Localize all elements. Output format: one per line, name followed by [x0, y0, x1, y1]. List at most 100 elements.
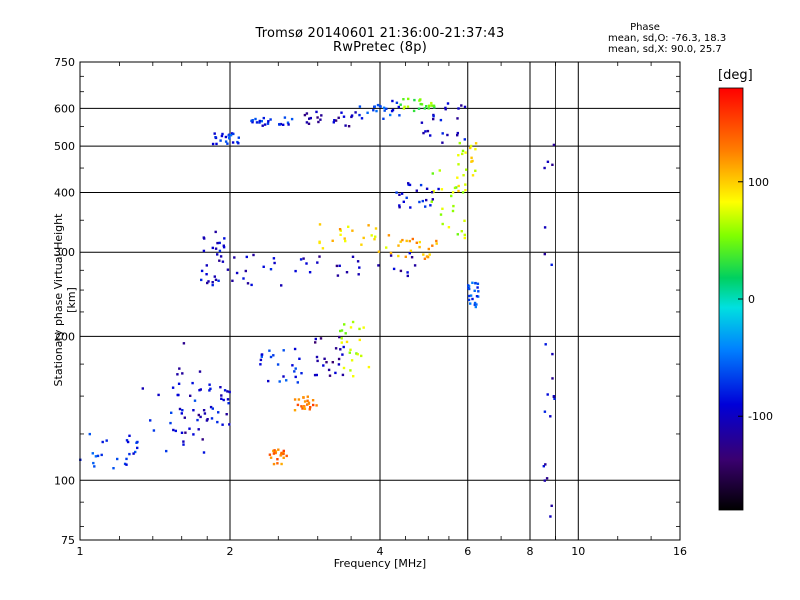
data-point: [425, 105, 428, 108]
data-point: [551, 163, 554, 166]
data-point: [465, 168, 468, 171]
data-point: [260, 120, 263, 123]
data-point: [300, 372, 303, 375]
data-point: [544, 343, 547, 346]
data-point: [282, 375, 285, 378]
data-point: [413, 264, 417, 267]
data-point: [409, 206, 412, 209]
x-tick-label: 16: [673, 545, 687, 558]
data-point: [470, 156, 473, 159]
data-point: [237, 142, 240, 145]
data-point: [208, 383, 211, 386]
data-point: [208, 389, 211, 392]
data-point: [387, 234, 391, 237]
data-point: [420, 121, 424, 124]
data-point: [385, 107, 388, 110]
data-point: [451, 191, 455, 194]
data-point: [200, 269, 204, 273]
data-point: [215, 142, 218, 146]
data-point: [259, 363, 262, 366]
data-point: [412, 109, 416, 113]
data-point: [88, 432, 91, 436]
data-point: [543, 166, 546, 170]
data-point: [405, 239, 408, 243]
data-point: [230, 132, 234, 135]
data-point: [315, 404, 318, 407]
data-point: [205, 264, 208, 267]
data-point: [229, 134, 233, 137]
data-point: [408, 183, 412, 187]
data-point: [279, 454, 282, 457]
data-point: [306, 403, 309, 406]
data-point: [401, 238, 404, 242]
data-points: [79, 97, 556, 518]
data-point: [476, 282, 480, 285]
data-point: [260, 355, 263, 358]
data-point: [428, 253, 431, 256]
data-point: [149, 419, 152, 422]
x-tick-label: 1: [77, 545, 84, 558]
data-point: [282, 456, 285, 459]
data-point: [315, 373, 318, 377]
data-point: [405, 196, 408, 199]
data-point: [441, 132, 444, 135]
data-point: [128, 434, 131, 437]
data-point: [354, 111, 357, 114]
data-point: [471, 297, 474, 301]
data-point: [426, 129, 430, 133]
data-point: [471, 174, 475, 177]
data-point: [408, 252, 411, 255]
data-point: [220, 394, 223, 397]
colorbar-tick-label: 100: [748, 176, 769, 189]
data-point: [218, 241, 221, 245]
data-point: [294, 375, 297, 379]
data-point: [377, 250, 381, 253]
data-point: [438, 169, 441, 172]
data-point: [222, 246, 226, 249]
data-point: [473, 303, 476, 306]
data-point: [360, 354, 363, 358]
data-point: [308, 408, 311, 411]
data-point: [211, 142, 215, 146]
data-point: [338, 264, 341, 267]
data-point: [437, 187, 440, 191]
data-point: [332, 121, 335, 124]
data-point: [233, 256, 236, 259]
data-point: [172, 428, 175, 432]
data-point: [542, 465, 545, 468]
data-point: [469, 146, 472, 150]
data-point: [433, 106, 436, 109]
data-point: [311, 399, 315, 402]
data-point: [305, 121, 309, 124]
data-point: [280, 451, 283, 455]
data-point: [298, 357, 301, 360]
data-point: [463, 105, 467, 109]
data-point: [456, 134, 459, 137]
data-point: [261, 124, 264, 127]
data-point: [397, 244, 400, 247]
data-point: [463, 219, 466, 222]
chart-subtitle: RwPretec (8p): [333, 40, 427, 55]
data-point: [467, 294, 471, 298]
data-point: [192, 433, 195, 436]
x-tick-label: 6: [464, 545, 471, 558]
data-point: [343, 237, 346, 240]
data-point: [231, 141, 235, 144]
data-point: [290, 117, 294, 121]
data-point: [391, 99, 394, 103]
data-point: [306, 395, 309, 398]
colorbar-label: [deg]: [718, 68, 753, 83]
data-point: [225, 413, 228, 416]
data-point: [293, 370, 296, 373]
data-point: [457, 163, 460, 166]
data-point: [206, 418, 209, 421]
data-point: [303, 407, 307, 410]
data-point: [406, 274, 409, 278]
data-point: [474, 169, 477, 172]
data-point: [340, 329, 344, 332]
data-point: [337, 363, 341, 366]
data-point: [218, 249, 222, 253]
data-point: [294, 269, 297, 273]
data-point: [469, 144, 473, 148]
data-point: [209, 405, 213, 409]
